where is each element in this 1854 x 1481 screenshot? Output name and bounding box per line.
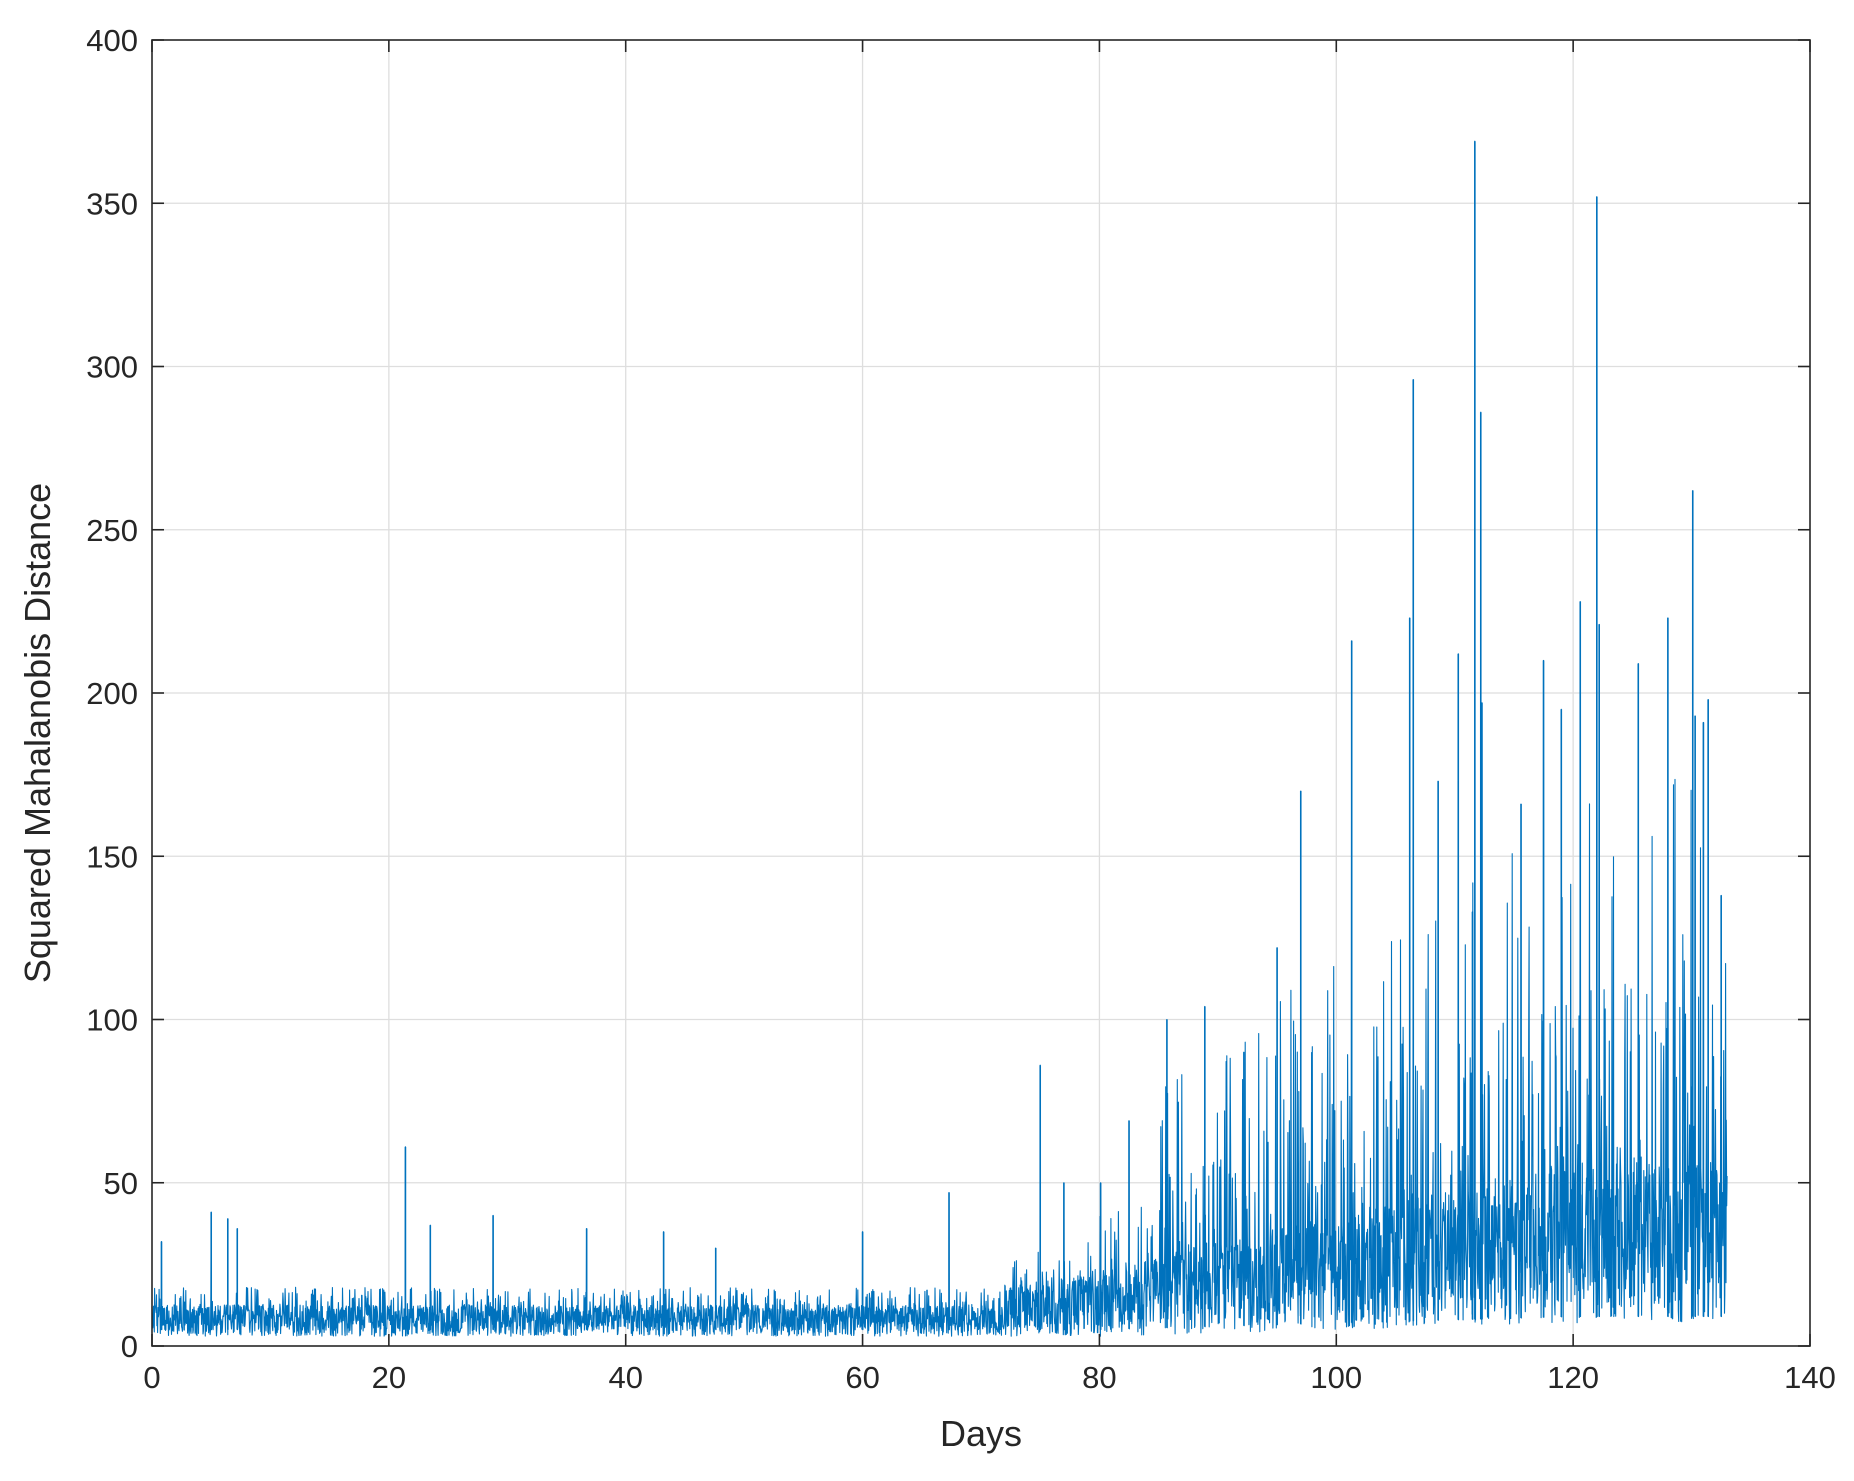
- x-tick-label: 140: [1784, 1360, 1836, 1395]
- y-tick-label: 0: [121, 1329, 138, 1364]
- x-tick-label: 100: [1310, 1360, 1362, 1395]
- x-tick-label: 120: [1547, 1360, 1599, 1395]
- x-tick-label: 20: [372, 1360, 406, 1395]
- x-tick-label: 0: [143, 1360, 160, 1395]
- y-tick-label: 250: [86, 513, 138, 548]
- y-tick-label: 150: [86, 839, 138, 874]
- x-tick-label: 80: [1082, 1360, 1116, 1395]
- y-tick-label: 400: [86, 23, 138, 58]
- y-tick-label: 200: [86, 676, 138, 711]
- y-tick-label: 300: [86, 350, 138, 385]
- y-tick-label: 350: [86, 186, 138, 221]
- y-axis-title: Squared Mahalanobis Distance: [17, 483, 58, 983]
- plot-area: [151, 140, 1728, 1337]
- y-tick-label: 100: [86, 1003, 138, 1038]
- x-axis-title: Days: [940, 1413, 1022, 1454]
- x-tick-label: 60: [845, 1360, 879, 1395]
- ticks: 0 20 40 60 80 100 120 140 0 50 100 150 200 250 300 350 4…: [86, 23, 1836, 1395]
- y-tick-label: 50: [104, 1166, 138, 1201]
- x-tick-label: 40: [608, 1360, 642, 1395]
- grid: [152, 40, 1810, 1346]
